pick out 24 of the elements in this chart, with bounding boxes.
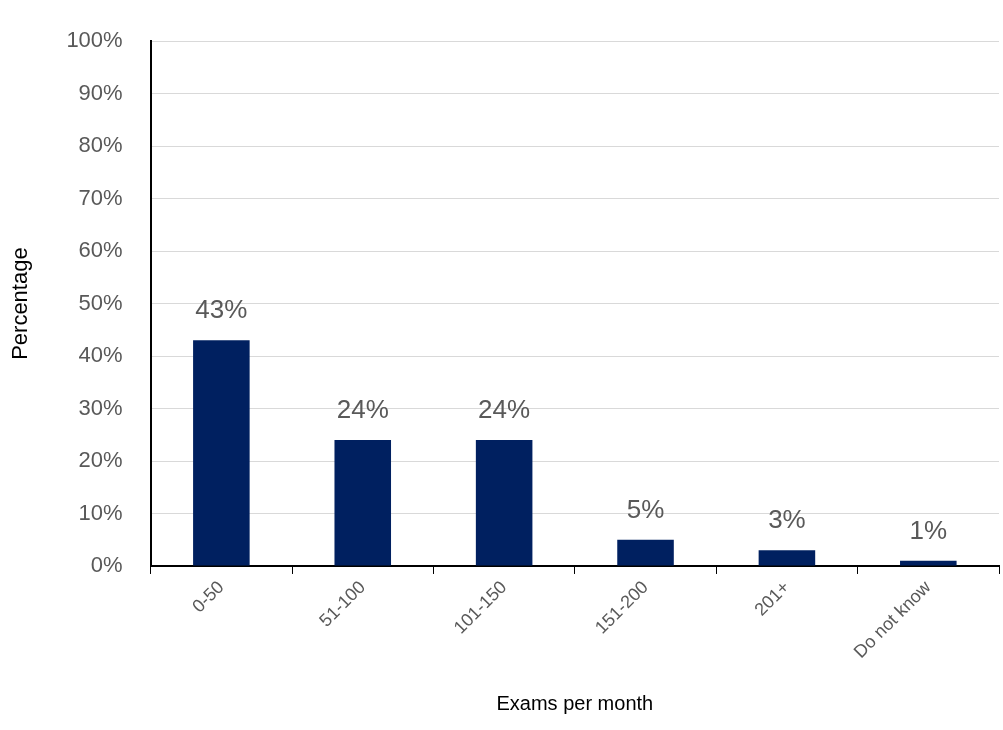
y-tick-label: 80% <box>78 132 123 158</box>
y-tick-label: 30% <box>78 394 123 420</box>
bar <box>758 550 816 566</box>
data-label: 24% <box>336 394 389 425</box>
data-label: 43% <box>195 294 248 325</box>
y-tick-label: 90% <box>78 79 123 105</box>
bar <box>193 340 250 566</box>
bar <box>475 440 533 566</box>
y-tick-label: 0% <box>90 552 123 578</box>
y-axis-title: Percentage <box>7 247 33 360</box>
y-tick-label: 100% <box>66 27 123 53</box>
data-label: 24% <box>478 394 531 425</box>
y-tick-label: 60% <box>78 237 123 263</box>
bar <box>617 539 674 566</box>
y-tick-label: 10% <box>78 499 123 525</box>
data-label: 1% <box>909 514 948 545</box>
y-tick-label: 40% <box>78 342 123 368</box>
y-tick-label: 70% <box>78 184 123 210</box>
data-label: 3% <box>768 504 806 535</box>
y-tick-label: 20% <box>78 447 123 473</box>
x-axis-title: Exams per month <box>496 691 654 714</box>
bar <box>334 440 392 566</box>
y-tick-label: 50% <box>78 289 123 315</box>
data-label: 5% <box>626 493 665 524</box>
